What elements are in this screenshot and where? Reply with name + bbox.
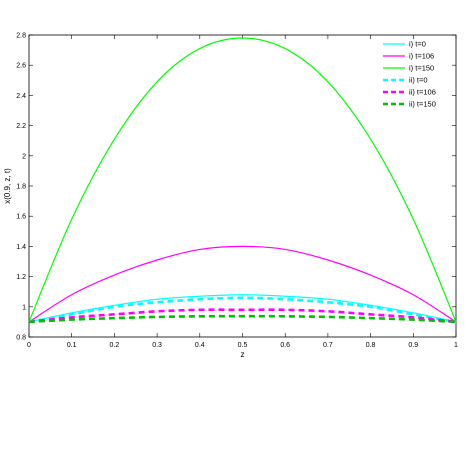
legend-entry-label: i) t=0: [409, 40, 426, 49]
y-tick-label: 0.8: [16, 335, 26, 342]
x-axis-label: z: [241, 350, 245, 359]
legend-entry-label: ii) t=106: [409, 88, 436, 97]
x-tick-label: 0.3: [152, 342, 162, 349]
y-tick-label: 2.2: [16, 123, 26, 130]
legend-entry-label: ii) t=0: [409, 76, 428, 85]
legend-entry-label: i) t=106: [409, 52, 434, 61]
series-line-2: [28, 245, 457, 323]
x-tick-label: 0.1: [67, 342, 77, 349]
x-tick-label: 0.6: [280, 342, 290, 349]
x-axis-ticks: 0 0.1 0.2 0.3 0.4 0.5 0.6 0.7 0.8 0.9 1: [27, 35, 458, 349]
x-tick-label: 0.8: [366, 342, 376, 349]
y-tick-label: 2.8: [16, 33, 26, 40]
y-axis-ticks: 0.8 1 1.2 1.4 1.6 1.8 2 2.2 2.4 2.6 2.8: [16, 33, 456, 342]
y-tick-label: 2: [22, 153, 26, 160]
x-tick-label: 0.7: [323, 342, 333, 349]
series-line-1: [28, 294, 457, 323]
y-tick-label: 1.4: [16, 244, 26, 251]
legend: i) t=0 i) t=106 i) t=150 ii) t=0 ii) t=106 ii…: [383, 40, 436, 109]
series-line-6: [28, 314, 457, 324]
x-tick-label: 0.2: [110, 342, 120, 349]
y-axis-label: x(0.9, z, t): [3, 168, 12, 204]
x-tick-label: 0: [27, 342, 31, 349]
y-tick-label: 1.2: [16, 274, 26, 281]
y-tick-label: 2.6: [16, 63, 26, 70]
y-tick-label: 1.8: [16, 184, 26, 191]
y-tick-label: 1.6: [16, 214, 26, 221]
x-tick-label: 0.5: [238, 342, 248, 349]
y-tick-label: 1: [22, 304, 26, 311]
x-tick-label: 1: [454, 342, 458, 349]
series-line-5: [28, 308, 457, 324]
x-tick-label: 0.9: [408, 342, 418, 349]
series-lines: [28, 37, 457, 324]
series-line-4: [28, 296, 457, 324]
legend-entry-label: i) t=150: [409, 64, 434, 73]
x-tick-label: 0.4: [195, 342, 205, 349]
series-line-3: [28, 37, 457, 323]
legend-entry-label: ii) t=150: [409, 100, 436, 109]
plot-area: [28, 34, 457, 338]
y-tick-label: 2.4: [16, 93, 26, 100]
